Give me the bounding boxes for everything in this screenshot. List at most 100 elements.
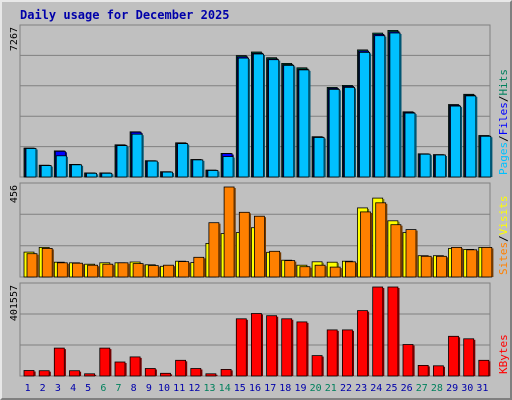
bottom-bar-kbytes-day-18 [281, 318, 293, 377]
x-tick-label-day-29: 29 [446, 383, 458, 394]
bottom-bar-kbytes-day-21 [326, 329, 338, 377]
x-tick-label-day-21: 21 [325, 383, 337, 394]
bottom-bar-kbytes-day-10 [160, 372, 171, 377]
top-bar-shadow-pages-day-9 [157, 162, 159, 177]
top-bar-pages-day-1 [25, 148, 37, 178]
top-max-label: 7267 [9, 27, 20, 51]
top-legend: Pages/Files/Hits [497, 69, 510, 175]
top-bar-pages-day-12 [192, 159, 204, 178]
top-bar-shadow-pages-day-15 [248, 59, 250, 177]
top-bar-shadow-pages-day-13 [217, 171, 220, 177]
bottom-bar-kbytes-day-5 [84, 373, 95, 377]
top-bar-pages-day-14 [222, 156, 234, 178]
top-bar-shadow-pages-day-21 [339, 90, 341, 177]
middle-bar-shadow-sites-day-16 [264, 217, 266, 277]
bottom-bar-kbytes-day-24 [372, 286, 384, 377]
x-tick-label-day-9: 9 [146, 383, 152, 394]
chart-title: Daily usage for December 2025 [20, 8, 230, 22]
middle-bar-shadow-sites-day-13 [218, 223, 221, 277]
top-bar-pages-day-6 [101, 172, 113, 178]
middle-bar-shadow-sites-day-21 [340, 268, 342, 277]
top-bar-shadow-pages-day-12 [202, 160, 205, 177]
middle-bar-shadow-sites-day-25 [400, 225, 403, 277]
bottom-bar-shadow-kbytes-day-11 [185, 361, 188, 376]
x-tick-label-day-12: 12 [188, 383, 200, 394]
middle-legend-entry: Sites [497, 242, 510, 275]
middle-bar-shadow-sites-day-5 [97, 266, 100, 277]
middle-bar-sites-day-7 [117, 262, 129, 278]
middle-bar-shadow-sites-day-31 [491, 248, 494, 277]
bottom-bar-kbytes-day-31 [478, 359, 490, 377]
bottom-bar-shadow-kbytes-day-13 [215, 374, 218, 376]
top-legend-entry: Hits [497, 69, 510, 96]
bottom-bar-kbytes-day-17 [266, 315, 278, 377]
x-tick-label-day-24: 24 [370, 383, 382, 394]
x-tick-label-day-20: 20 [310, 383, 322, 394]
middle-bar-sites-day-14 [223, 186, 235, 278]
top-bar-shadow-pages-day-18 [293, 66, 296, 177]
middle-bar-shadow-sites-day-10 [173, 266, 176, 277]
bottom-bar-kbytes-day-12 [190, 368, 202, 377]
top-bar-pages-day-7 [116, 145, 128, 178]
top-bar-shadow-pages-day-6 [111, 174, 114, 177]
x-tick-label-day-23: 23 [355, 383, 367, 394]
top-bar-pages-day-25 [389, 32, 401, 178]
middle-bar-sites-day-25 [390, 224, 402, 278]
bottom-bar-shadow-kbytes-day-8 [140, 357, 142, 376]
middle-legend-entry: / [497, 235, 510, 242]
middle-bar-sites-day-20 [314, 264, 326, 278]
middle-bar-shadow-sites-day-17 [279, 252, 282, 277]
bottom-bar-kbytes-day-3 [53, 347, 65, 377]
x-tick-label-day-11: 11 [173, 383, 185, 394]
x-tick-label-day-18: 18 [279, 383, 291, 394]
middle-bar-sites-day-28 [435, 255, 447, 278]
bottom-legend-entry: KBytes [497, 334, 510, 374]
middle-bar-sites-day-4 [72, 262, 83, 278]
bottom-bar-shadow-kbytes-day-16 [261, 314, 263, 376]
bottom-bar-shadow-kbytes-day-27 [428, 366, 430, 376]
bottom-bar-shadow-kbytes-day-25 [397, 288, 400, 376]
top-bar-pages-day-29 [450, 105, 461, 178]
x-tick-label-day-30: 30 [461, 383, 473, 394]
top-bar-pages-day-30 [465, 95, 477, 178]
bottom-bar-shadow-kbytes-day-21 [337, 330, 339, 376]
bottom-bar-kbytes-day-9 [144, 368, 156, 377]
x-tick-label-day-4: 4 [70, 383, 76, 394]
bottom-bar-kbytes-day-11 [175, 359, 187, 377]
middle-bar-sites-day-21 [329, 266, 341, 278]
bottom-legend: KBytes [497, 334, 510, 374]
x-tick-label-day-1: 1 [25, 383, 31, 394]
bottom-bar-shadow-kbytes-day-31 [488, 361, 491, 376]
bottom-bar-shadow-kbytes-day-29 [458, 337, 461, 376]
bottom-bar-shadow-kbytes-day-22 [352, 330, 354, 376]
bottom-bar-kbytes-day-8 [129, 356, 141, 377]
x-tick-label-day-5: 5 [85, 383, 91, 394]
middle-bar-sites-day-26 [405, 229, 417, 278]
x-tick-label-day-19: 19 [294, 383, 306, 394]
bottom-bar-shadow-kbytes-day-17 [276, 316, 279, 376]
bottom-bar-kbytes-day-14 [220, 368, 232, 377]
middle-bar-sites-day-27 [420, 255, 432, 278]
top-bar-shadow-pages-day-29 [460, 107, 463, 177]
middle-bar-shadow-sites-day-2 [52, 249, 54, 277]
bottom-bar-kbytes-day-28 [432, 365, 444, 377]
middle-bar-shadow-sites-day-22 [355, 262, 357, 277]
top-bar-shadow-pages-day-3 [66, 156, 68, 177]
top-bar-shadow-pages-day-16 [263, 55, 265, 177]
x-tick-label-day-16: 16 [249, 383, 261, 394]
top-bar-shadow-pages-day-1 [36, 149, 38, 177]
top-bar-shadow-pages-day-14 [233, 157, 235, 177]
top-bar-shadow-pages-day-28 [445, 156, 447, 177]
bottom-bar-kbytes-day-25 [387, 286, 399, 377]
bottom-bar-kbytes-day-7 [114, 361, 126, 377]
bottom-bar-shadow-kbytes-day-23 [367, 311, 370, 376]
bottom-bar-kbytes-day-6 [99, 347, 111, 377]
x-tick-label-day-31: 31 [476, 383, 488, 394]
top-bar-shadow-pages-day-20 [324, 138, 326, 177]
top-bar-pages-day-22 [343, 87, 355, 178]
bottom-max-label: 401557 [9, 285, 20, 321]
top-bar-pages-day-23 [359, 52, 370, 178]
middle-bar-shadow-sites-day-27 [431, 257, 433, 277]
x-tick-label-day-25: 25 [385, 383, 397, 394]
top-bar-pages-day-13 [207, 170, 219, 178]
